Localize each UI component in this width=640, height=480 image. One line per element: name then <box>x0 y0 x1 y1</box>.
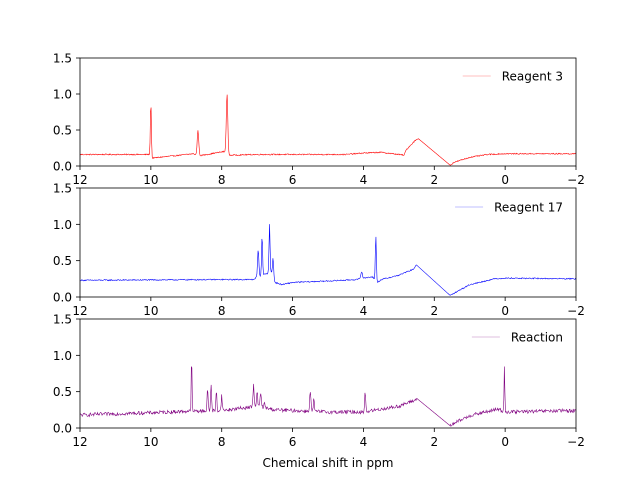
legend-2: Reagent 17 <box>455 201 563 215</box>
series-line-1-1 <box>79 94 577 166</box>
series-line-3-1 <box>79 366 577 427</box>
panel-2: Reagent 17 12 10 8 6 4 2 0 −2 0.0 0.5 1.0 1.5 <box>53 182 585 319</box>
x-axis-label: Chemical shift in ppm <box>263 456 394 470</box>
x-tick-label-1-8: −2 <box>567 173 585 187</box>
x-tick-label-1-6: 2 <box>430 173 438 187</box>
x-tick-label-2-6: 2 <box>430 304 438 318</box>
legend-3: Reaction <box>471 331 563 345</box>
x-tick-label-2-8: −2 <box>567 304 585 318</box>
x-tick-label-1-5: 4 <box>360 173 368 187</box>
panel-3: Reaction 12 10 8 6 4 2 0 −2 0.0 0.5 1.0 1.5 <box>53 313 585 450</box>
x-tick-label-1-1: 12 <box>72 173 87 187</box>
y-tick-label-1-1: 0.0 <box>53 160 72 174</box>
x-tick-label-1-7: 0 <box>501 173 509 187</box>
y-tick-label-2-4: 1.5 <box>53 182 72 196</box>
x-tick-label-3-3: 8 <box>218 435 226 449</box>
x-tick-label-3-4: 6 <box>289 435 297 449</box>
x-tick-label-3-7: 0 <box>501 435 509 449</box>
y-tick-label-1-3: 1.0 <box>53 88 72 102</box>
y-tick-label-3-2: 0.5 <box>53 385 72 399</box>
x-tick-label-3-5: 4 <box>360 435 368 449</box>
axes-frame-2 <box>79 187 577 298</box>
y-tick-label-2-3: 1.0 <box>53 218 72 232</box>
legend-label-2: Reagent 17 <box>494 201 563 215</box>
panels: Reagent 312 10 8 6 4 2 0 −20.00.51.01.5Reagent … <box>53 52 585 450</box>
y-tick-label-3-1: 0.0 <box>53 422 72 436</box>
panel-1: Reagent 3 12 10 8 6 4 2 0 −2 0.0 0.5 1.0 1.5 <box>53 52 585 188</box>
x-tick-label-1-3: 8 <box>218 173 226 187</box>
x-tick-label-3-1: 12 <box>72 435 87 449</box>
x-tick-label-2-4: 6 <box>289 304 297 318</box>
x-tick-label-3-2: 10 <box>143 435 158 449</box>
x-tick-label-2-2: 10 <box>143 304 158 318</box>
axes-frame-1 <box>79 57 577 167</box>
legend-label-1: Reagent 3 <box>502 70 563 84</box>
y-tick-label-2-2: 0.5 <box>53 254 72 268</box>
x-tick-label-2-5: 4 <box>360 304 368 318</box>
y-tick-label-1-2: 0.5 <box>53 124 72 138</box>
x-tick-label-1-4: 6 <box>289 173 297 187</box>
x-tick-label-2-3: 8 <box>218 304 226 318</box>
y-tick-label-1-4: 1.5 <box>53 52 72 66</box>
legend-1: Reagent 3 <box>462 70 563 84</box>
y-tick-label-2-1: 0.0 <box>53 291 72 305</box>
x-tick-label-3-6: 2 <box>430 435 438 449</box>
series-line-2-1 <box>79 224 577 296</box>
legend-label-3: Reaction <box>511 331 563 345</box>
x-tick-label-2-1: 12 <box>72 304 87 318</box>
x-tick-label-3-8: −2 <box>567 435 585 449</box>
axes-frame-3 <box>79 318 577 429</box>
x-tick-label-2-7: 0 <box>501 304 509 318</box>
y-tick-label-3-4: 1.5 <box>53 313 72 327</box>
x-tick-label-1-2: 10 <box>143 173 158 187</box>
y-tick-label-3-3: 1.0 <box>53 349 72 363</box>
